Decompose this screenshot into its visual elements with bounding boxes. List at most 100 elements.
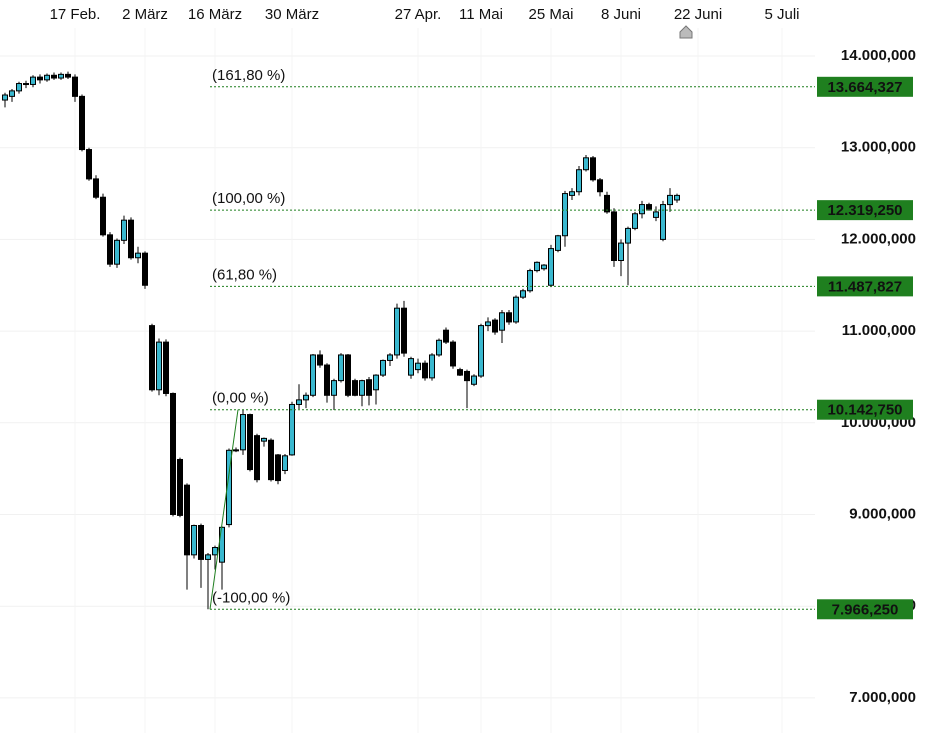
- x-tick-label: 27 Apr.: [395, 6, 442, 23]
- candle-body: [310, 354, 316, 396]
- fib-level-label: (0,00 %): [212, 390, 269, 407]
- candle-body: [387, 354, 393, 361]
- candle-body: [324, 364, 330, 396]
- candle-body: [436, 339, 442, 356]
- candle-body: [527, 270, 533, 292]
- candle-body: [156, 341, 162, 391]
- fib-value-box: [817, 599, 913, 620]
- candle-body: [107, 234, 113, 265]
- candle-body: [429, 354, 435, 379]
- fib-value-box: [817, 76, 913, 97]
- candle-body: [142, 252, 148, 286]
- candle-body: [128, 219, 134, 259]
- candle-body: [254, 435, 260, 481]
- candle-body: [79, 95, 85, 151]
- fib-value-label: 7.966,250: [832, 601, 899, 618]
- candle-body: [184, 484, 190, 556]
- fib-value-box: [817, 399, 913, 420]
- fib-value-label: 12.319,250: [827, 202, 902, 219]
- candle-body: [520, 290, 526, 298]
- candle-body: [16, 83, 22, 92]
- candle-body: [149, 325, 155, 391]
- x-tick-label: 30 März: [265, 6, 319, 23]
- candle-body: [632, 213, 638, 229]
- candle-body: [646, 204, 652, 210]
- candle-body: [30, 76, 36, 85]
- candle-body: [569, 191, 575, 196]
- candle-body: [359, 380, 365, 396]
- candle-body: [296, 399, 302, 405]
- y-tick-label: 9.000,000: [849, 505, 916, 522]
- candle-body: [2, 94, 8, 101]
- y-tick-label: 7.000,000: [849, 689, 916, 706]
- candle-body: [303, 394, 309, 401]
- candle-body: [233, 449, 239, 452]
- candle-body: [226, 449, 232, 526]
- x-tick-label: 16 März: [188, 6, 242, 23]
- x-tick-label: 11 Mai: [459, 6, 503, 23]
- candle-body: [170, 392, 176, 515]
- candle-body: [485, 321, 491, 327]
- candle-body: [338, 354, 344, 382]
- candle-body: [604, 194, 610, 213]
- candle-body: [240, 414, 246, 451]
- candle-body: [331, 380, 337, 396]
- candle-body: [401, 307, 407, 354]
- candle-body: [345, 354, 351, 396]
- fib-value-box: [817, 276, 913, 297]
- candle-body: [219, 526, 225, 563]
- candle-body: [618, 242, 624, 262]
- candle-body: [23, 83, 29, 86]
- y-tick-label: 13.000,000: [841, 139, 916, 156]
- candle-body: [464, 370, 470, 382]
- candle-body: [653, 211, 659, 218]
- candle-body: [625, 227, 631, 244]
- candle-body: [317, 354, 323, 366]
- candle-body: [576, 169, 582, 193]
- candle-body: [639, 204, 645, 215]
- candle-body: [191, 524, 197, 556]
- candle-body: [443, 329, 449, 343]
- fib-level-label: (161,80 %): [212, 67, 285, 84]
- candle-body: [37, 76, 43, 81]
- candle-body: [212, 547, 218, 556]
- fib-trend-line: [209, 409, 239, 610]
- y-tick-label: 12.000,000: [841, 230, 916, 247]
- candle-body: [590, 157, 596, 181]
- candle-body: [121, 219, 127, 241]
- x-tick-label: 2 März: [122, 6, 168, 23]
- fib-value-label: 13.664,327: [827, 79, 902, 96]
- candle-body: [261, 437, 267, 442]
- candle-body: [513, 296, 519, 323]
- candle-body: [352, 380, 358, 396]
- candle-body: [597, 179, 603, 193]
- candle-body: [282, 455, 288, 471]
- candle-body: [135, 252, 141, 259]
- candle-body: [247, 414, 253, 471]
- candle-body: [660, 204, 666, 240]
- candle-body: [9, 90, 15, 97]
- x-tick-label: 22 Juni: [674, 6, 722, 23]
- candle-body: [380, 359, 386, 376]
- current-date-marker: [679, 25, 693, 39]
- x-tick-label: 25 Mai: [528, 6, 573, 23]
- candle-body: [72, 76, 78, 97]
- candle-body: [86, 149, 92, 180]
- candle-body: [422, 362, 428, 379]
- candle-body: [457, 369, 463, 376]
- candle-body: [275, 454, 281, 482]
- candle-body: [471, 375, 477, 385]
- fib-value-label: 11.487,827: [828, 278, 902, 295]
- fib-value-box: [817, 200, 913, 221]
- fib-level-label: (-100,00 %): [212, 589, 290, 606]
- candle-body: [44, 74, 50, 81]
- x-tick-label: 17 Feb.: [50, 6, 101, 23]
- candle-body: [408, 358, 414, 376]
- fib-level-label: (61,80 %): [212, 266, 277, 283]
- candle-body: [548, 248, 554, 286]
- candle-body: [289, 403, 295, 456]
- y-tick-label: 14.000,000: [841, 47, 916, 64]
- candle-body: [58, 73, 64, 79]
- fib-value-label: 10.142,750: [827, 402, 902, 419]
